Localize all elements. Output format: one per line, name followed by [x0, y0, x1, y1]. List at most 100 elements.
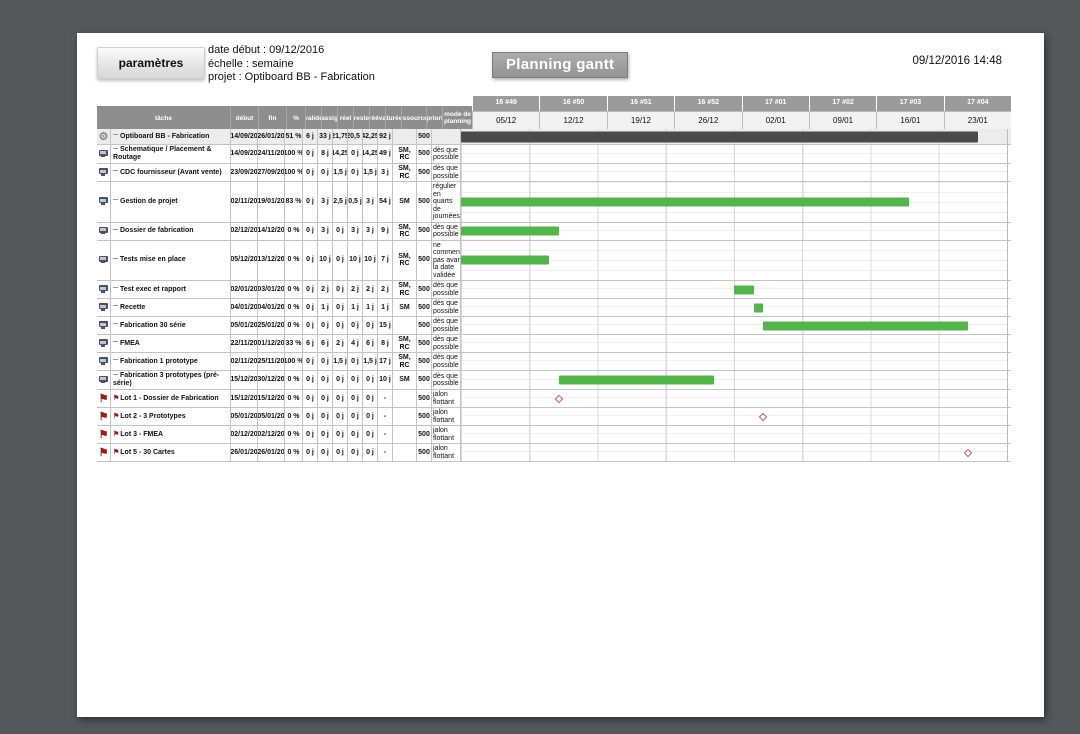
gantt-project-bar[interactable] [461, 131, 978, 142]
cell-debut: 14/09/20 [230, 129, 257, 144]
cell-debut: 02/11/20 [230, 182, 257, 222]
collapse-icon[interactable] [113, 147, 118, 149]
cell-reste: 0 j [347, 444, 362, 461]
table-row[interactable]: ⚙ ⚑ ⚑Gestion de projet 02/11/20 19/01/20… [97, 182, 1011, 223]
table-header: tâche début fin % validé assig réel rest… [97, 96, 1011, 129]
table-row[interactable]: ⚙ ⚑ ⚑Lot 1 - Dossier de Fabrication 15/1… [97, 390, 1011, 408]
cell-pct: 0 % [284, 390, 302, 407]
task-name-cell: ⚑Tests mise en place [110, 240, 230, 280]
collapse-icon[interactable] [113, 134, 118, 136]
table-row[interactable]: ⚙ ⚑ ⚑Test exec et rapport 02/01/20 03/01… [97, 281, 1011, 299]
cell-reeva: 0 j [362, 408, 377, 425]
cell-assig: 33 j [317, 129, 332, 144]
cell-reel: 0 j [332, 426, 347, 443]
cell-reel: 0 j [332, 299, 347, 316]
collapse-icon[interactable] [113, 199, 118, 201]
cell-priorite: 500 [416, 281, 431, 298]
col-header-ressources: ressources [401, 107, 426, 129]
table-row[interactable]: ⚙ ⚑ ⚑Lot 5 - 30 Cartes 26/01/20 26/01/20… [97, 444, 1011, 462]
task-name: Lot 2 - 3 Prototypes [120, 412, 186, 420]
collapse-icon[interactable] [113, 323, 118, 325]
cell-debut: 04/01/20 [230, 299, 257, 316]
table-row[interactable]: ⚙ ⚑ ⚑Lot 2 - 3 Prototypes 05/01/20 05/01… [97, 408, 1011, 426]
gantt-task-bar[interactable] [753, 303, 764, 312]
cell-valide: 0 j [302, 299, 317, 316]
cell-duree: 1 j [377, 299, 392, 316]
gantt-task-bar[interactable] [461, 197, 910, 207]
collapse-icon[interactable] [113, 170, 118, 172]
cell-valide: 0 j [302, 390, 317, 407]
cell-fin: 25/11/20 [257, 353, 284, 370]
cell-pct: 100 % [284, 353, 302, 370]
cell-ressources: SM [392, 299, 416, 316]
gantt-row-strip [460, 335, 1008, 352]
table-row[interactable]: ⚙ ⚑ ⚑Fabrication 30 série 05/01/20 25/01… [97, 317, 1011, 335]
week-number-cell: 17 #02 [808, 96, 877, 111]
gantt-task-bar[interactable] [461, 255, 549, 265]
cell-reel: 2,5 j [332, 182, 347, 222]
parameters-button[interactable]: paramètres [97, 47, 205, 79]
cell-ressources: SM [392, 182, 416, 222]
cell-reeva: 0 j [362, 426, 377, 443]
col-header-pct: % [286, 107, 305, 129]
cell-ressources [392, 426, 416, 443]
table-row[interactable]: ⚙ ⚑ ⚑Schematique / Placement & Routage 1… [97, 145, 1011, 164]
gantt-task-bar[interactable] [734, 285, 754, 294]
task-name: Fabrication 1 prototype [120, 357, 198, 365]
task-name-cell: ⚑Gestion de projet [110, 182, 230, 222]
table-row[interactable]: ⚙ ⚑ ⚑Tests mise en place 05/12/20 13/12/… [97, 240, 1011, 281]
task-type-icon-cell: ⚙ ⚑ [97, 299, 110, 316]
col-header-duree: durée [385, 107, 401, 129]
collapse-icon[interactable] [113, 373, 118, 375]
collapse-icon[interactable] [113, 287, 118, 289]
info-projet: projet : Optiboard BB - Fabrication [208, 71, 375, 83]
cell-debut: 23/09/20 [230, 164, 257, 181]
gantt-task-bar[interactable] [763, 321, 969, 330]
table-row[interactable]: ⚙ ⚑ ⚑Lot 3 - FMEA 02/12/20 02/12/20 0 % … [97, 426, 1011, 444]
milestone-diamond-icon[interactable] [759, 412, 768, 421]
collapse-icon[interactable] [113, 341, 118, 343]
col-header-reste: reste [353, 107, 369, 129]
cell-assig: 10 j [317, 240, 332, 280]
cell-valide: 0 j [302, 240, 317, 280]
milestone-diamond-icon[interactable] [554, 394, 563, 403]
collapse-icon[interactable] [113, 228, 118, 230]
table-row[interactable]: ⚙ ⚑ ⚑Optiboard BB - Fabrication 14/09/20… [97, 129, 1011, 145]
cell-priorite: 500 [416, 145, 431, 163]
table-row[interactable]: ⚙ ⚑ ⚑CDC fournisseur (Avant vente) 23/09… [97, 164, 1011, 182]
week-date-cell: 05/12 [472, 112, 540, 129]
gantt-row-strip [460, 182, 1008, 222]
col-header-assig: assig [321, 107, 337, 129]
table-row[interactable]: ⚙ ⚑ ⚑Fabrication 3 prototypes (pré-série… [97, 371, 1011, 390]
cell-valide: 0 j [302, 444, 317, 461]
gantt-task-bar[interactable] [461, 226, 559, 236]
col-header-reeva: rééva [369, 107, 385, 129]
cell-priorite: 500 [416, 353, 431, 370]
table-row[interactable]: ⚙ ⚑ ⚑Fabrication 1 prototype 02/11/20 25… [97, 353, 1011, 371]
table-row[interactable]: ⚙ ⚑ ⚑FMEA 22/11/20 01/12/20 33 % 6 j 6 j… [97, 335, 1011, 353]
task-name-cell: ⚑Lot 1 - Dossier de Fabrication [110, 390, 230, 407]
gantt-task-bar[interactable] [558, 375, 715, 385]
cell-assig: 1 j [317, 299, 332, 316]
task-name: Recette [120, 303, 146, 311]
cell-reeva: 0 j [362, 390, 377, 407]
cell-priorite: 500 [416, 299, 431, 316]
task-type-icon-cell: ⚙ ⚑ [97, 426, 110, 443]
cell-reeva: 1,5 j [362, 164, 377, 181]
cell-assig: 6 j [317, 335, 332, 352]
collapse-icon[interactable] [113, 257, 118, 259]
computer-icon [98, 168, 109, 177]
table-row[interactable]: ⚙ ⚑ ⚑Recette 04/01/20 04/01/20 0 % 0 j 1… [97, 299, 1011, 317]
cell-assig: 0 j [317, 317, 332, 334]
cell-mode: jalon flottant [431, 426, 460, 443]
cell-reel: 0 j [332, 371, 347, 389]
cell-valide: 6 j [302, 335, 317, 352]
task-name-cell: ⚑Schematique / Placement & Routage [110, 145, 230, 163]
cell-ressources: SM, RC [392, 240, 416, 280]
cell-duree: 49 j [377, 145, 392, 163]
table-row[interactable]: ⚙ ⚑ ⚑Dossier de fabrication 02/12/20 14/… [97, 222, 1011, 241]
collapse-icon[interactable] [113, 359, 118, 361]
cell-reel: 1,5 j [332, 353, 347, 370]
milestone-diamond-icon[interactable] [963, 448, 973, 457]
collapse-icon[interactable] [113, 305, 118, 307]
